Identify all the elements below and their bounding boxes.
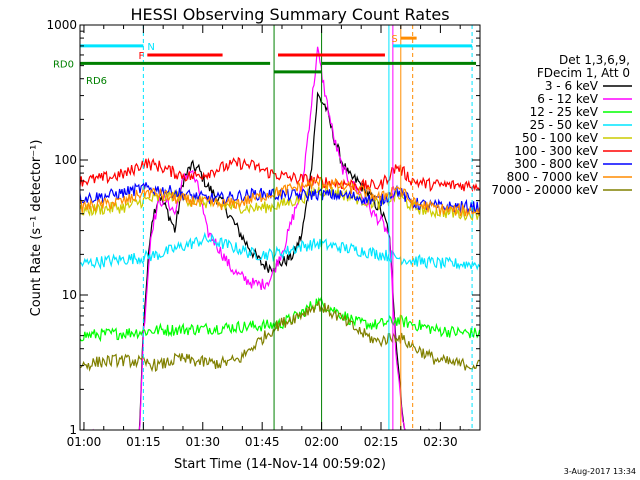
legend-label-7: 800 - 7000 keV	[507, 170, 599, 184]
chart-title: HESSI Observing Summary Count Rates	[130, 5, 449, 24]
y-tick-label: 1000	[46, 18, 77, 32]
state-bar-label-5: RD0	[53, 59, 74, 70]
y-tick-label: 10	[62, 288, 77, 302]
state-bar-label-7: RD6	[86, 76, 107, 87]
y-tick-label: 100	[54, 153, 77, 167]
series-line-0	[83, 91, 470, 430]
ticks-layer: 1 10 100 1000 01:00 01:15 01:30 01:45 02:00 02:15…	[46, 18, 481, 449]
plot-frame	[79, 24, 481, 431]
legend-label-0: 3 - 6 keV	[545, 79, 599, 93]
legend-header-0: Det 1,3,6,9,	[559, 53, 630, 67]
x-tick-label: 01:45	[245, 435, 280, 449]
legend-label-5: 100 - 300 keV	[514, 144, 598, 158]
state-bar-label-2: F	[139, 51, 145, 62]
state-bar-label-4: S	[391, 34, 397, 45]
legend-label-8: 7000 - 20000 keV	[491, 183, 598, 197]
legend-header-1: FDecim 1, Att 0	[537, 66, 630, 80]
state-bars-layer: NF S RD0 RD6	[53, 34, 477, 87]
legend-label-2: 12 - 25 keV	[530, 105, 599, 119]
legend-label-1: 6 - 12 keV	[537, 92, 599, 106]
x-axis-title: Start Time (14-Nov-14 00:59:02)	[174, 457, 386, 472]
markers-layer	[142, 25, 473, 430]
legend-label-3: 25 - 50 keV	[530, 118, 599, 132]
footer-date: 3-Aug-2017 13:34	[564, 467, 636, 476]
x-tick-label: 02:15	[364, 435, 399, 449]
legend-label-4: 50 - 100 keV	[522, 131, 599, 145]
x-tick-label: 02:30	[423, 435, 458, 449]
legend-label-6: 300 - 800 keV	[514, 157, 598, 171]
y-axis-title: Count Rate (s⁻¹ detector⁻¹)	[29, 140, 44, 317]
series-line-5	[80, 156, 480, 193]
x-tick-label: 01:00	[67, 435, 102, 449]
series-line-1	[92, 46, 478, 430]
state-bar-label-0: N	[147, 42, 154, 53]
y-tick-label: 1	[69, 423, 77, 437]
x-tick-label: 02:00	[304, 435, 339, 449]
x-tick-label: 01:30	[185, 435, 220, 449]
x-tick-label: 01:15	[126, 435, 161, 449]
series-line-8	[80, 300, 480, 373]
